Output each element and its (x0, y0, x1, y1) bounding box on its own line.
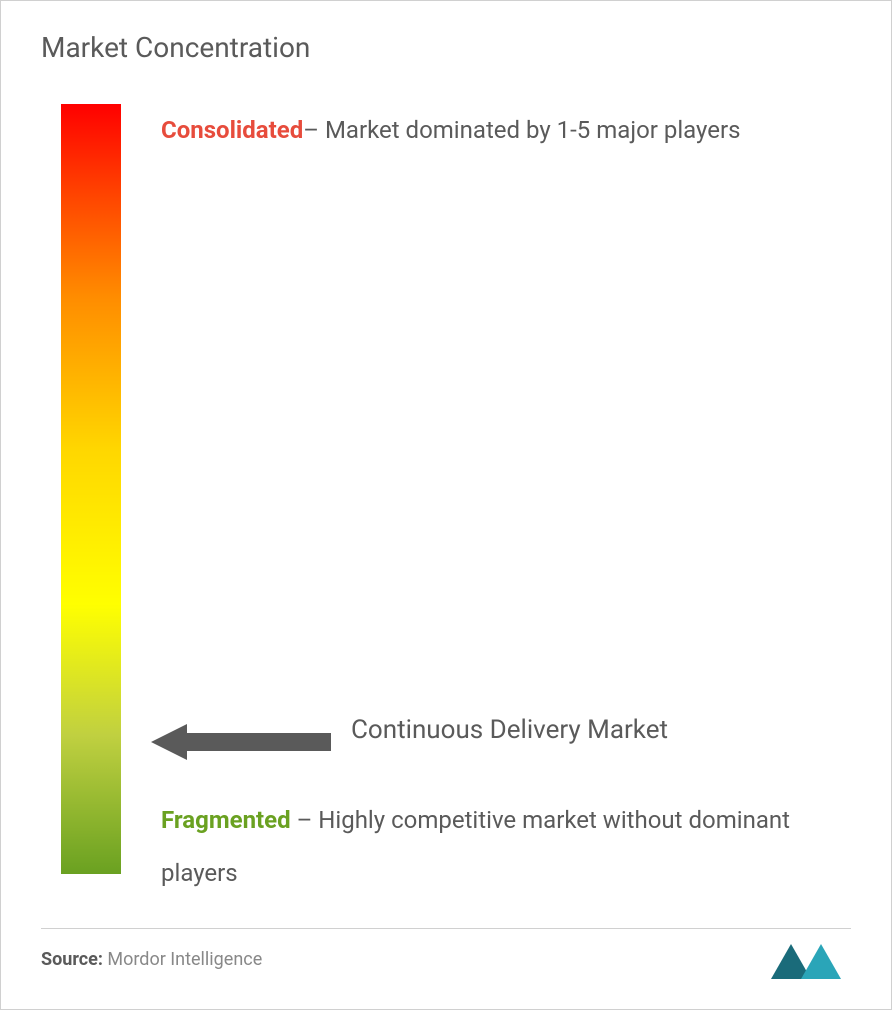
page-title: Market Concentration (41, 31, 851, 64)
marker-label: Continuous Delivery Market (351, 712, 751, 748)
source-text: Source: Mordor Intelligence (41, 949, 262, 970)
source-value: Mordor Intelligence (103, 949, 262, 970)
content-area: Consolidated– Market dominated by 1-5 ma… (61, 104, 851, 884)
fragmented-label: Fragmented (161, 806, 291, 834)
footer-divider (41, 928, 851, 929)
footer: Source: Mordor Intelligence (41, 939, 851, 979)
consolidated-label: Consolidated (161, 116, 303, 144)
infographic-container: Market Concentration Consolidated– Marke… (0, 0, 892, 1010)
gradient-scale-bar (61, 104, 121, 874)
brand-logo-icon (771, 939, 851, 979)
marker-arrow (151, 724, 331, 764)
source-label: Source: (41, 949, 103, 970)
fragmented-block: Fragmented – Highly competitive market w… (161, 794, 861, 900)
consolidated-block: Consolidated– Market dominated by 1-5 ma… (161, 104, 861, 157)
consolidated-description: – Market dominated by 1-5 major players (303, 116, 740, 144)
